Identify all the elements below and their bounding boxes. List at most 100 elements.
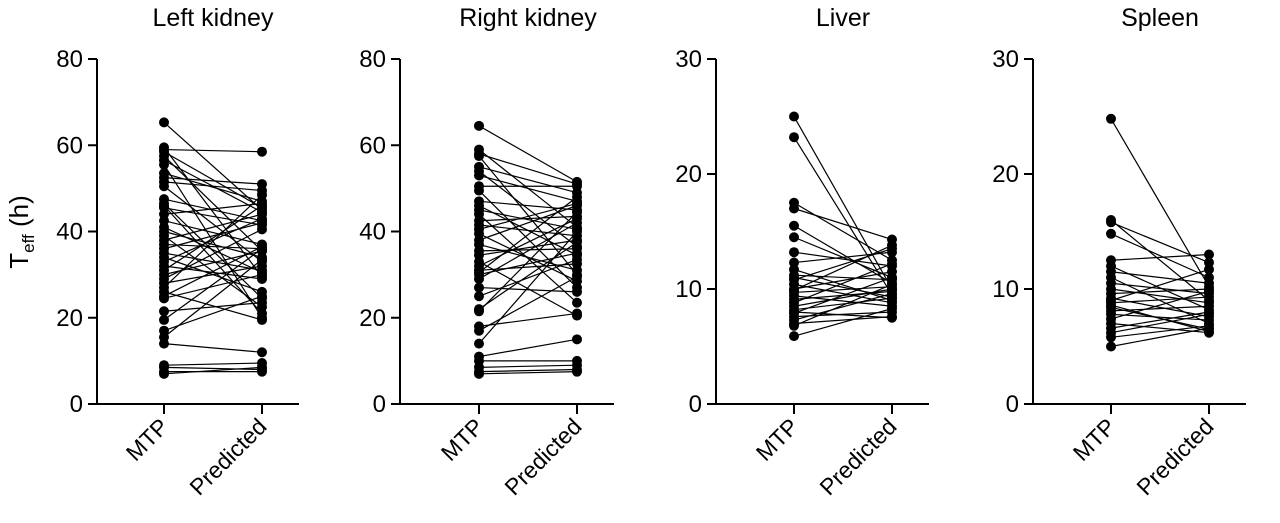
pair-line [793,293,893,321]
pair-line [793,311,893,319]
pair-line [478,202,578,230]
pair-line [1110,304,1210,333]
pair-line [478,153,578,185]
predicted-point [572,217,582,228]
pair-line [163,203,263,299]
pair-line [163,291,263,321]
y-tick-label: 20 [56,305,83,332]
y-tick-label: 60 [56,132,83,159]
predicted-point [572,179,582,190]
predicted-point [572,297,582,308]
predicted-point [887,258,897,269]
pair-line [478,224,578,237]
pair-line [163,155,263,252]
mtp-point [474,170,484,181]
pair-line [163,151,263,209]
pair-line [478,211,578,312]
panel-title: Left kidney [153,4,274,32]
pair-line [1110,290,1210,320]
pair-lines [793,116,893,337]
pair-line [163,205,263,314]
y-tick-label: 60 [359,132,386,159]
pair-line [163,265,263,280]
mtp-point [159,314,169,325]
mtp-point [159,117,169,128]
y-tick-label: 30 [675,46,702,73]
pair-line [1110,288,1210,295]
y-axis-label: Teff (h) [4,195,38,268]
y-tick-label: 10 [675,276,702,303]
pair-line [793,316,893,325]
pair-line [478,364,578,368]
predicted-point [257,269,267,280]
y-tick-label: 40 [359,219,386,246]
panel-title: Spleen [1121,4,1199,32]
mtp-point [474,282,484,293]
panel-3: Liver 0 10 20 30 MTP Predicted [675,4,929,500]
pair-line [163,205,263,271]
mtp-point [789,272,799,283]
pair-line [163,213,263,241]
mtp-point [1106,300,1116,311]
mtp-point [474,273,484,284]
x-tick-label: MTP [1068,413,1121,466]
pair-line [163,228,263,280]
predicted-point [887,292,897,303]
y-tick-label: 20 [992,161,1019,188]
panel-2: Right kidney 0 20 40 60 80 MTP Predicted [359,4,614,500]
pair-lines [1110,118,1210,348]
predicted-point [257,146,267,157]
x-tick-label: Predicted [184,413,271,500]
mtp-point [1106,341,1116,352]
mtp-point [474,306,484,317]
pair-line [163,202,263,215]
pair-line [478,215,578,222]
predicted-point [1204,326,1214,337]
pair-line [478,174,578,202]
predicted-point [572,254,582,265]
x-tick-label: Predicted [814,413,901,500]
predicted-point [257,308,267,319]
pair-lines [478,125,578,375]
mtp-point [474,368,484,379]
predicted-point [1204,286,1214,297]
pair-line [163,176,263,185]
x-tick-label: MTP [751,413,804,466]
pair-line [1110,327,1210,348]
pair-line [163,148,263,153]
mtp-point [789,232,799,243]
mtp-point [789,111,799,122]
y-tick-label: 20 [359,305,386,332]
pair-line [1110,313,1210,321]
y-tick-label: 20 [675,161,702,188]
mtp-point [1106,217,1116,228]
predicted-point [572,286,582,297]
pair-line [1110,268,1210,302]
pair-line [793,263,893,304]
pair-line [1110,313,1210,334]
pair-line [793,251,893,267]
panel-4: Spleen 0 10 20 30 MTP Predicted [992,4,1246,500]
pair-line [478,125,578,183]
predicted-point [257,362,267,373]
pair-line [1110,296,1210,304]
pair-line [163,274,263,299]
pair-line [478,241,578,310]
predicted-point [257,200,267,211]
pair-line [163,246,263,297]
pair-line [1110,253,1210,261]
predicted-point [887,303,897,314]
x-tick-label: Predicted [499,413,586,500]
pair-line [163,252,263,271]
predicted-point [257,213,267,224]
predicted-point [257,224,267,235]
mtp-point [474,224,484,235]
pair-line [478,166,578,194]
panel-title: Liver [816,4,870,32]
pair-line [478,200,578,211]
data-points [1106,113,1214,352]
pair-line [478,222,578,280]
predicted-point [572,308,582,319]
pair-line [163,207,263,226]
